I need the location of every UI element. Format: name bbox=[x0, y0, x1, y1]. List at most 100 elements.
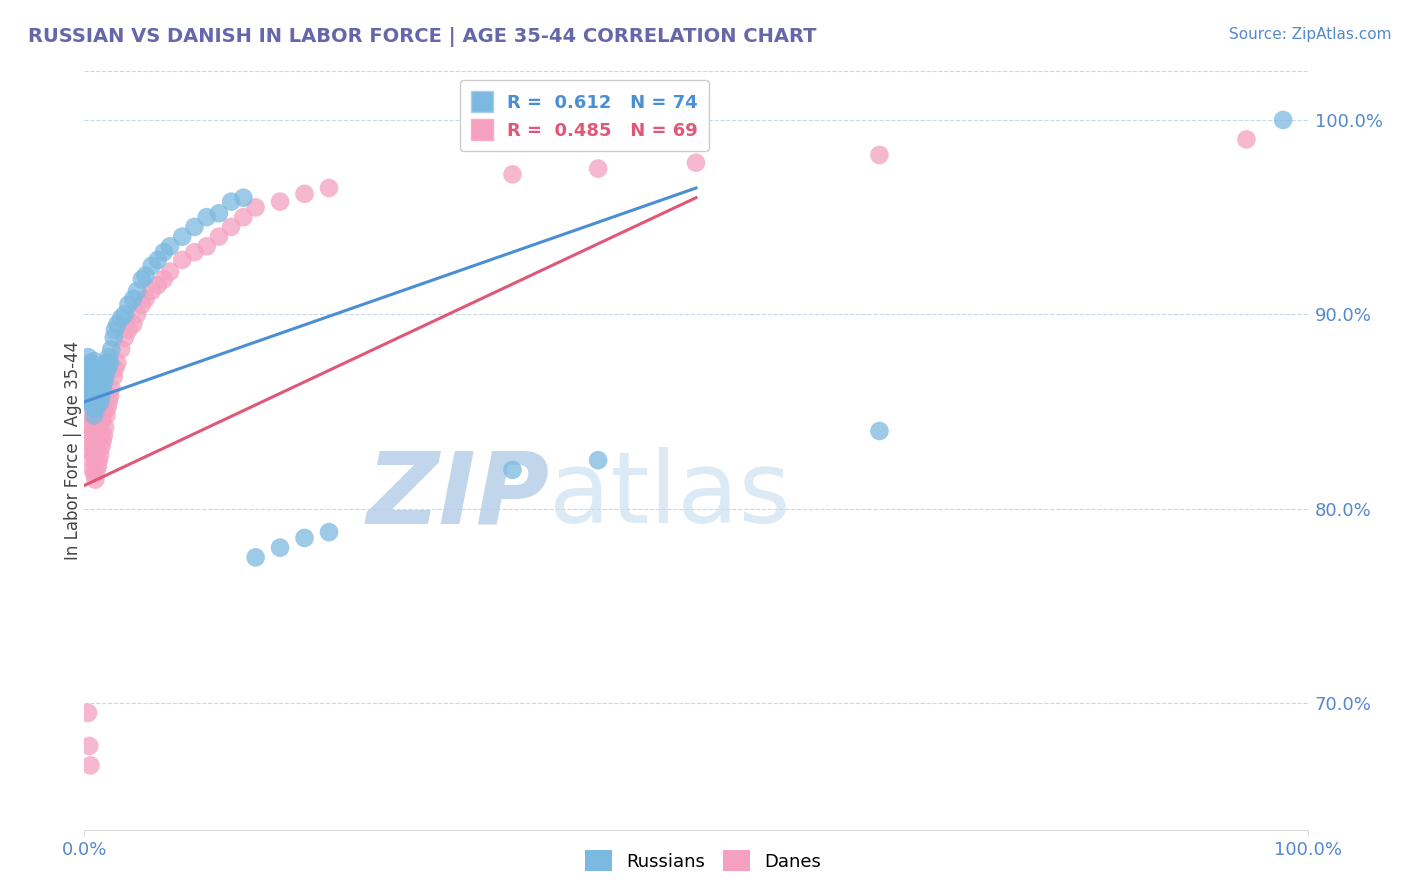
Point bbox=[103, 369, 125, 384]
Text: RUSSIAN VS DANISH IN LABOR FORCE | AGE 35-44 CORRELATION CHART: RUSSIAN VS DANISH IN LABOR FORCE | AGE 3… bbox=[28, 27, 817, 46]
Point bbox=[90, 414, 112, 428]
Point bbox=[97, 361, 120, 376]
Point bbox=[80, 381, 103, 395]
Point bbox=[83, 447, 105, 461]
Point bbox=[100, 343, 122, 357]
Point bbox=[80, 428, 103, 442]
Point bbox=[89, 381, 111, 395]
Point bbox=[87, 453, 110, 467]
Point bbox=[269, 194, 291, 209]
Point bbox=[131, 298, 153, 312]
Point bbox=[80, 361, 103, 376]
Legend: Russians, Danes: Russians, Danes bbox=[578, 843, 828, 879]
Point bbox=[97, 395, 120, 409]
Point bbox=[90, 440, 112, 454]
Point bbox=[87, 458, 110, 473]
Point bbox=[83, 354, 105, 368]
Point bbox=[79, 420, 101, 434]
Point bbox=[82, 389, 104, 403]
Point bbox=[87, 377, 110, 392]
Point bbox=[125, 307, 148, 321]
Point bbox=[84, 366, 107, 380]
Point bbox=[318, 525, 340, 540]
Point bbox=[96, 409, 118, 423]
Point bbox=[586, 453, 609, 467]
Point bbox=[114, 307, 136, 321]
Point bbox=[87, 368, 110, 382]
Point bbox=[89, 395, 111, 409]
Point bbox=[91, 434, 114, 448]
Point bbox=[87, 428, 110, 442]
Point bbox=[86, 376, 108, 390]
Point bbox=[195, 210, 218, 224]
Point bbox=[153, 272, 176, 286]
Point bbox=[86, 361, 108, 376]
Point bbox=[87, 392, 110, 407]
Point bbox=[82, 376, 104, 390]
Legend: R =  0.612   N = 74, R =  0.485   N = 69: R = 0.612 N = 74, R = 0.485 N = 69 bbox=[460, 80, 709, 151]
Point bbox=[97, 401, 120, 415]
Point bbox=[172, 252, 194, 267]
Point bbox=[79, 443, 101, 458]
Point bbox=[122, 292, 145, 306]
Point bbox=[159, 239, 181, 253]
Point bbox=[82, 463, 104, 477]
Text: atlas: atlas bbox=[550, 448, 790, 544]
Point bbox=[89, 447, 111, 461]
Point bbox=[83, 467, 105, 481]
Point bbox=[110, 343, 132, 357]
Point bbox=[146, 278, 169, 293]
Point bbox=[100, 381, 122, 395]
Point bbox=[208, 206, 231, 220]
Point bbox=[117, 298, 139, 312]
Point bbox=[91, 381, 114, 395]
Point bbox=[80, 395, 103, 409]
Point bbox=[105, 356, 128, 370]
Point bbox=[77, 706, 100, 720]
Point bbox=[869, 424, 891, 438]
Point bbox=[269, 541, 291, 555]
Point bbox=[82, 440, 104, 454]
Point bbox=[195, 239, 218, 253]
Point bbox=[77, 409, 100, 423]
Point bbox=[83, 385, 105, 400]
Point bbox=[79, 395, 101, 409]
Point bbox=[219, 194, 242, 209]
Point bbox=[84, 473, 107, 487]
Point bbox=[1272, 112, 1295, 127]
Point bbox=[87, 381, 110, 395]
Point bbox=[96, 356, 118, 370]
Point bbox=[89, 424, 111, 438]
Point bbox=[84, 395, 107, 409]
Point bbox=[110, 311, 132, 326]
Point bbox=[76, 366, 98, 380]
Point bbox=[117, 323, 139, 337]
Point bbox=[131, 272, 153, 286]
Point bbox=[105, 317, 128, 331]
Point bbox=[86, 440, 108, 454]
Point bbox=[79, 369, 101, 384]
Point bbox=[77, 428, 100, 442]
Point bbox=[586, 161, 609, 176]
Point bbox=[80, 453, 103, 467]
Point bbox=[502, 463, 524, 477]
Text: ZIP: ZIP bbox=[366, 448, 550, 544]
Point bbox=[98, 389, 121, 403]
Point bbox=[79, 356, 101, 370]
Point bbox=[159, 264, 181, 278]
Point bbox=[245, 201, 267, 215]
Point bbox=[318, 181, 340, 195]
Point bbox=[89, 368, 111, 382]
Point bbox=[77, 381, 100, 395]
Point bbox=[869, 148, 891, 162]
Point bbox=[232, 191, 254, 205]
Point bbox=[83, 409, 105, 423]
Point bbox=[93, 361, 115, 376]
Point bbox=[103, 331, 125, 345]
Point bbox=[208, 229, 231, 244]
Text: Source: ZipAtlas.com: Source: ZipAtlas.com bbox=[1229, 27, 1392, 42]
Point bbox=[135, 268, 157, 283]
Point bbox=[86, 389, 108, 403]
Point bbox=[232, 210, 254, 224]
Point bbox=[87, 364, 110, 378]
